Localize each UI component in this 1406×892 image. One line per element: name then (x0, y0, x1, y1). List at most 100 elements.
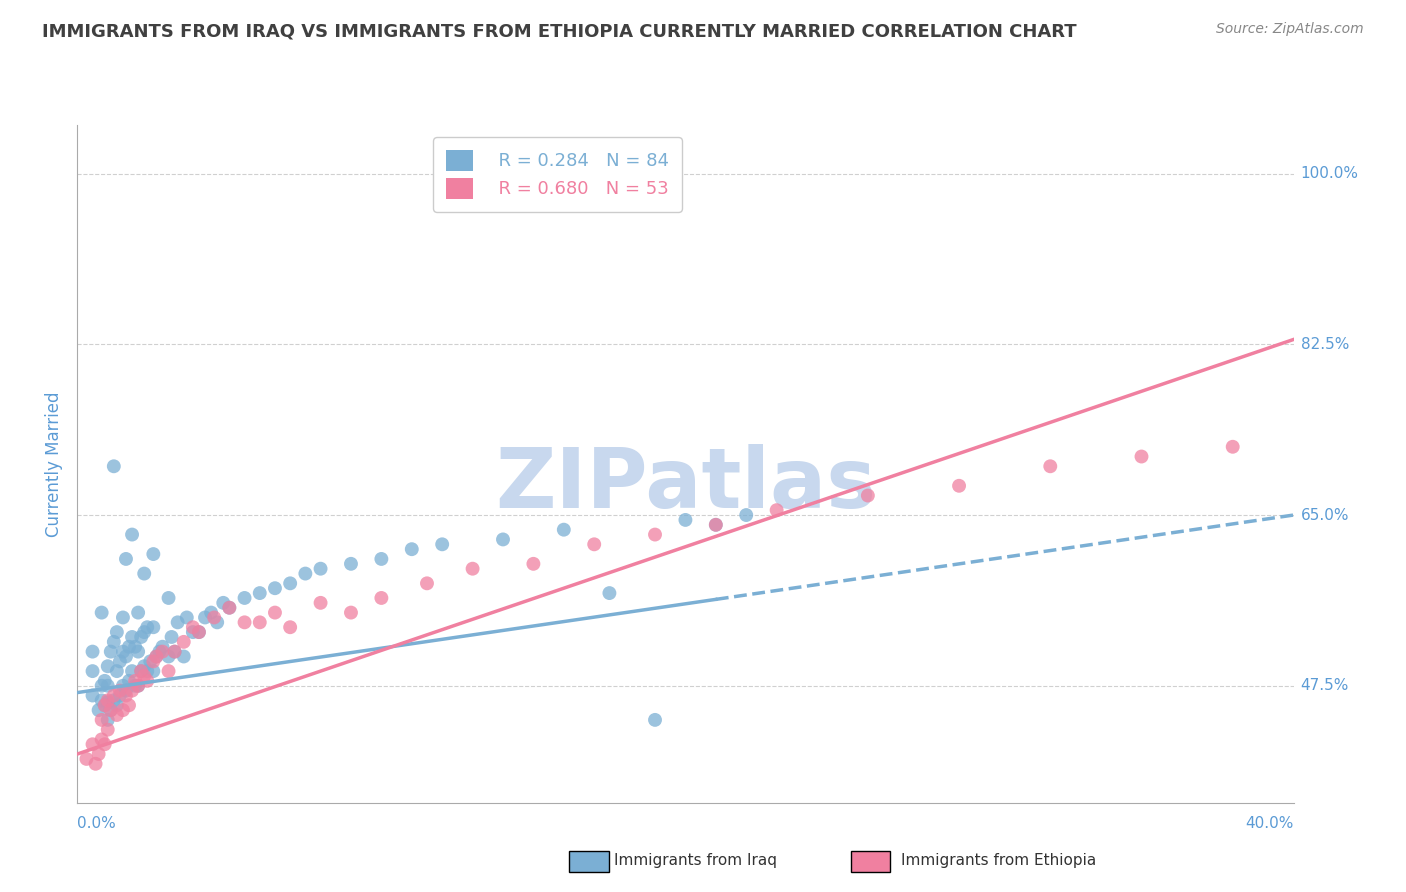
Point (522, 557, 544, 571)
Point (90, 693, 112, 707)
Text: 65.0%: 65.0% (1301, 508, 1348, 523)
Point (583, 537, 606, 551)
Text: Immigrants from Ethiopia: Immigrants from Ethiopia (901, 854, 1095, 868)
Point (82, 737, 104, 751)
Point (181, 620, 204, 634)
Text: ZIPatlas: ZIPatlas (495, 443, 876, 524)
Point (598, 586, 620, 600)
Point (127, 679, 149, 693)
Point (176, 610, 198, 624)
Point (249, 615, 271, 630)
Point (82, 664, 104, 678)
Point (127, 606, 149, 620)
Point (181, 625, 204, 640)
Point (1130, 450, 1153, 464)
Point (121, 527, 143, 541)
Point (856, 489, 879, 503)
Point (278, 620, 301, 634)
Point (105, 625, 128, 640)
Point (948, 479, 970, 493)
Point (115, 689, 138, 703)
Point (103, 459, 125, 474)
Point (264, 581, 287, 595)
Point (97, 695, 120, 709)
Point (278, 576, 301, 591)
Point (205, 615, 228, 630)
Point (675, 513, 697, 527)
Point (134, 566, 156, 581)
Point (139, 654, 162, 668)
Point (142, 547, 165, 561)
Point (163, 645, 186, 659)
Point (100, 703, 122, 717)
Point (704, 517, 727, 532)
Point (103, 689, 125, 703)
Point (111, 703, 134, 717)
Point (309, 562, 332, 576)
Point (93, 698, 115, 713)
Point (735, 508, 758, 522)
Point (249, 586, 271, 600)
Point (124, 679, 146, 693)
Point (134, 659, 156, 673)
Point (134, 625, 156, 640)
Point (145, 649, 167, 664)
Point (309, 596, 332, 610)
Point (105, 664, 128, 678)
Text: 47.5%: 47.5% (1301, 678, 1348, 693)
Point (553, 523, 575, 537)
Point (166, 615, 188, 630)
Point (430, 537, 453, 551)
Text: 0.0%: 0.0% (77, 816, 117, 831)
Point (111, 679, 134, 693)
Point (294, 566, 316, 581)
Point (82, 645, 104, 659)
Point (115, 552, 138, 566)
Point (370, 591, 392, 605)
Point (121, 683, 143, 698)
Point (90, 732, 112, 747)
Point (145, 649, 167, 664)
Point (644, 713, 666, 727)
Point (97, 693, 120, 707)
Point (194, 610, 217, 624)
Point (100, 703, 122, 717)
Point (644, 527, 666, 541)
Point (97, 713, 120, 727)
Point (200, 606, 222, 620)
Point (416, 576, 439, 591)
Point (233, 615, 256, 630)
Point (127, 645, 149, 659)
Point (108, 683, 131, 698)
Point (264, 606, 287, 620)
Point (129, 630, 152, 644)
Point (188, 625, 211, 640)
Point (129, 664, 152, 678)
Point (1222, 440, 1244, 454)
Point (157, 649, 180, 664)
Point (93, 698, 115, 713)
Point (461, 562, 484, 576)
Point (188, 625, 211, 640)
Point (152, 645, 174, 659)
Text: 82.5%: 82.5% (1301, 337, 1348, 351)
Point (233, 591, 256, 605)
Point (152, 640, 174, 654)
Point (93, 737, 115, 751)
Point (142, 664, 165, 678)
Point (105, 698, 128, 713)
Point (173, 635, 195, 649)
Point (105, 708, 128, 723)
Point (401, 542, 423, 557)
Point (82, 689, 104, 703)
Point (97, 659, 120, 673)
Point (202, 610, 225, 624)
Point (124, 640, 146, 654)
Point (118, 698, 141, 713)
Text: Source: ZipAtlas.com: Source: ZipAtlas.com (1216, 22, 1364, 37)
Point (118, 640, 141, 654)
Legend:   R = 0.284   N = 84,   R = 0.680   N = 53: R = 0.284 N = 84, R = 0.680 N = 53 (433, 137, 682, 211)
Point (218, 600, 240, 615)
Point (111, 645, 134, 659)
Point (127, 679, 149, 693)
